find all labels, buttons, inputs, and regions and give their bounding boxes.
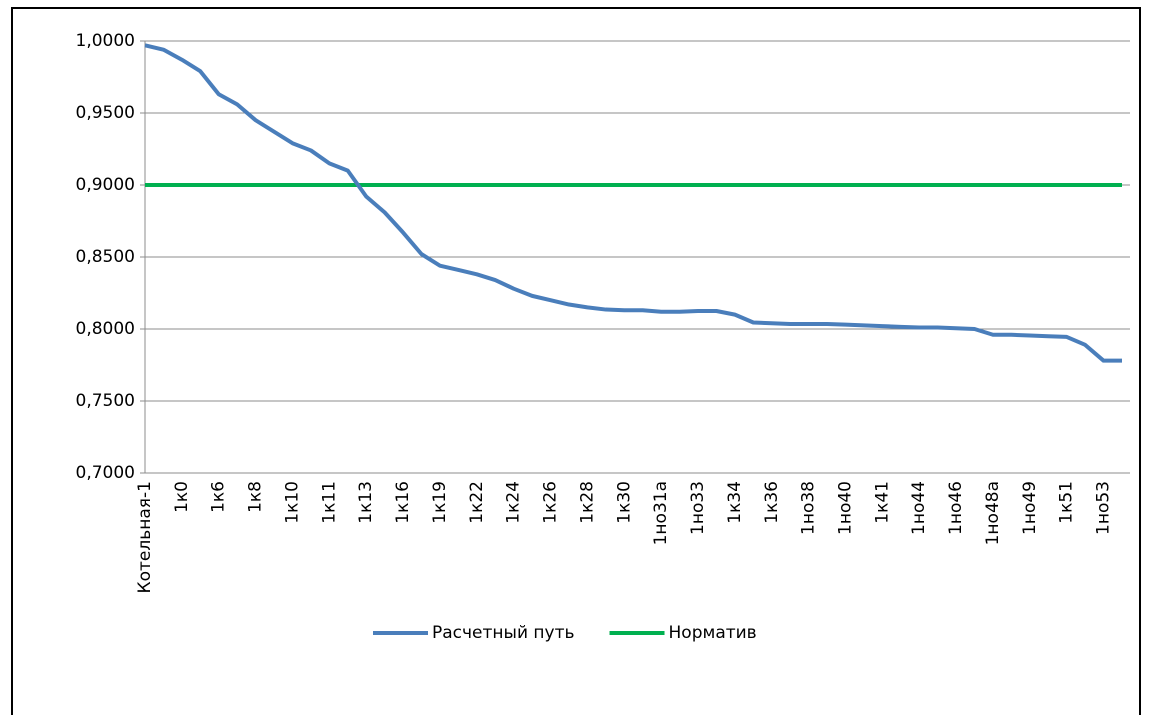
y-tick-label: 0,8000 <box>76 319 135 339</box>
y-tick-label: 0,8500 <box>76 247 135 267</box>
x-tick-label: Котельная-1 <box>135 481 155 593</box>
y-tick-label: 1,0000 <box>76 31 135 51</box>
x-tick-label: 1к28 <box>577 481 597 524</box>
legend-label: Норматив <box>669 623 757 643</box>
y-tick-label: 0,7000 <box>76 463 135 483</box>
x-tick-label: 1но49 <box>1020 481 1040 535</box>
x-tick-label: 1к36 <box>762 481 782 524</box>
x-tick-label: 1но33 <box>688 481 708 535</box>
y-tick-label: 0,9500 <box>76 103 135 123</box>
x-tick-label: 1к13 <box>356 481 376 524</box>
legend-label: Расчетный путь <box>432 623 575 643</box>
x-tick-label: 1но48а <box>983 481 1003 545</box>
y-tick-label: 0,9000 <box>76 175 135 195</box>
x-tick-label: 1к0 <box>172 481 192 513</box>
x-tick-label: 1к24 <box>504 481 524 524</box>
x-tick-label: 1но44 <box>909 481 929 535</box>
x-tick-label: 1к6 <box>209 481 229 513</box>
x-tick-label: 1к11 <box>319 481 339 524</box>
x-tick-label: 1к16 <box>393 481 413 524</box>
x-tick-label: 1к51 <box>1057 481 1077 524</box>
frame <box>11 7 1141 715</box>
x-tick-label: 1но31а <box>651 481 671 545</box>
x-tick-label: 1но38 <box>799 481 819 535</box>
x-tick-label: 1к34 <box>725 481 745 524</box>
x-tick-label: 1но53 <box>1094 481 1114 535</box>
y-tick-label: 0,7500 <box>76 391 135 411</box>
x-tick-label: 1но40 <box>835 481 855 535</box>
x-tick-label: 1к41 <box>872 481 892 524</box>
x-tick-label: 1к30 <box>614 481 634 524</box>
x-tick-label: 1к8 <box>246 481 266 513</box>
x-tick-label: 1к22 <box>467 481 487 524</box>
x-tick-label: 1к19 <box>430 481 450 524</box>
x-tick-label: 1к10 <box>282 481 302 524</box>
series-line <box>144 43 1122 363</box>
x-tick-label: 1к26 <box>541 481 561 524</box>
x-tick-label: 1но46 <box>946 481 966 535</box>
